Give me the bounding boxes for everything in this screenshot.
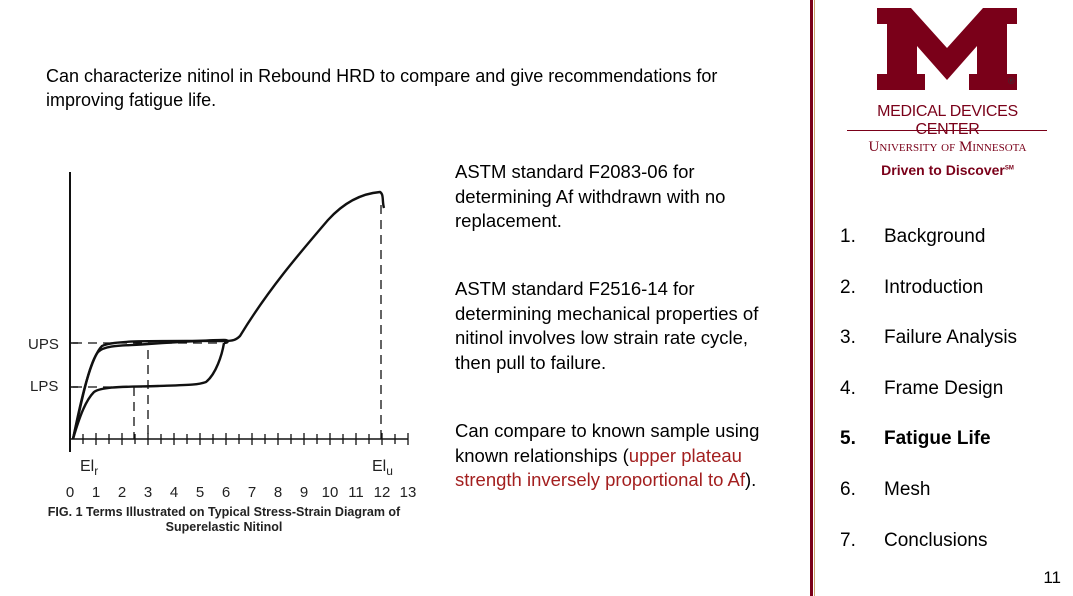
x-tick-label: 3 — [144, 484, 152, 501]
section-nav: 1. Background 2. Introduction 3. Failure An… — [840, 224, 1017, 578]
nav-label: Failure Analysis — [884, 327, 1018, 349]
nav-label: Frame Design — [884, 377, 1004, 399]
astm-f2083-paragraph: ASTM standard F2083-06 for determining A… — [455, 161, 726, 231]
nav-item-conclusions[interactable]: 7. Conclusions — [840, 528, 1017, 579]
stress-strain-diagram: UPS LPS Elr Elu 0 1 2 3 4 5 6 7 8 9 10 11 12 13 — [28, 172, 417, 501]
compare-text-end: ). — [745, 469, 757, 490]
nav-label: Mesh — [884, 478, 931, 500]
ups-label: UPS — [28, 336, 59, 353]
unloading-curve-lower — [71, 342, 226, 440]
block-m-logo-icon — [877, 8, 1017, 90]
x-tick-labels: 0 1 2 3 4 5 6 7 8 9 10 11 12 13 — [66, 484, 417, 501]
x-tick-label: 5 — [196, 484, 204, 501]
stress-strain-curves — [71, 190, 386, 440]
pull-to-failure-curve — [71, 190, 386, 440]
compare-text-highlight: upper plateau strength inversely proport… — [455, 444, 745, 491]
astm-f2516-paragraph: ASTM standard F2516-14 for determining m… — [455, 278, 759, 373]
nav-label: Introduction — [884, 276, 984, 298]
x-tick-label: 9 — [300, 484, 308, 501]
x-tick-label: 13 — [400, 484, 417, 501]
x-tick-label: 2 — [118, 484, 126, 501]
nav-label: Fatigue Life — [884, 428, 991, 450]
logo-rule — [847, 130, 1047, 131]
nav-item-introduction[interactable]: 2. Introduction — [840, 275, 1017, 326]
nav-label: Conclusions — [884, 529, 988, 551]
sidebar-divider-gold — [814, 0, 815, 596]
x-axis-ticks — [69, 433, 409, 445]
x-tick-label: 12 — [374, 484, 391, 501]
registered-mark: ® — [1008, 76, 1015, 86]
page-number: 11 — [1043, 568, 1061, 587]
x-tick-label: 6 — [222, 484, 230, 501]
x-tick-label: 0 — [66, 484, 74, 501]
nav-item-mesh[interactable]: 6. Mesh — [840, 477, 1017, 528]
umn-logo-block: ® MEDICAL DEVICES CENTER University of M… — [845, 8, 1050, 183]
compare-text-start: Can compare to known sample using known … — [455, 420, 760, 466]
medical-devices-center-label: MEDICAL DEVICES CENTER — [877, 103, 1018, 138]
x-tick-label: 10 — [322, 484, 339, 501]
lps-label: LPS — [30, 378, 58, 395]
elr-label: Elr — [80, 458, 98, 478]
sidebar-divider — [810, 0, 813, 596]
x-tick-label: 4 — [170, 484, 178, 501]
dashed-guides — [73, 205, 382, 439]
nav-item-background[interactable]: 1. Background — [840, 224, 1017, 275]
x-tick-label: 8 — [274, 484, 282, 501]
nav-item-fatigue-life[interactable]: 5. Fatigue Life — [840, 426, 1017, 477]
figure-caption: FIG. 1 Terms Illustrated on Typical Stre… — [47, 505, 401, 534]
tagline: Driven to DiscoverSM — [881, 162, 1014, 178]
university-name: University of Minnesota — [868, 139, 1027, 155]
x-tick-label: 11 — [348, 484, 364, 501]
nav-label: Background — [884, 226, 986, 247]
x-tick-label: 7 — [248, 484, 256, 501]
nav-item-frame-design[interactable]: 4. Frame Design — [840, 376, 1017, 427]
x-tick-label: 1 — [92, 484, 100, 501]
nav-item-failure-analysis[interactable]: 3. Failure Analysis — [840, 325, 1017, 376]
elu-label: Elu — [372, 458, 393, 478]
compare-sample-paragraph: Can compare to known sample using known … — [455, 419, 785, 493]
intro-text: Can characterize nitinol in Rebound HRD … — [46, 66, 718, 110]
